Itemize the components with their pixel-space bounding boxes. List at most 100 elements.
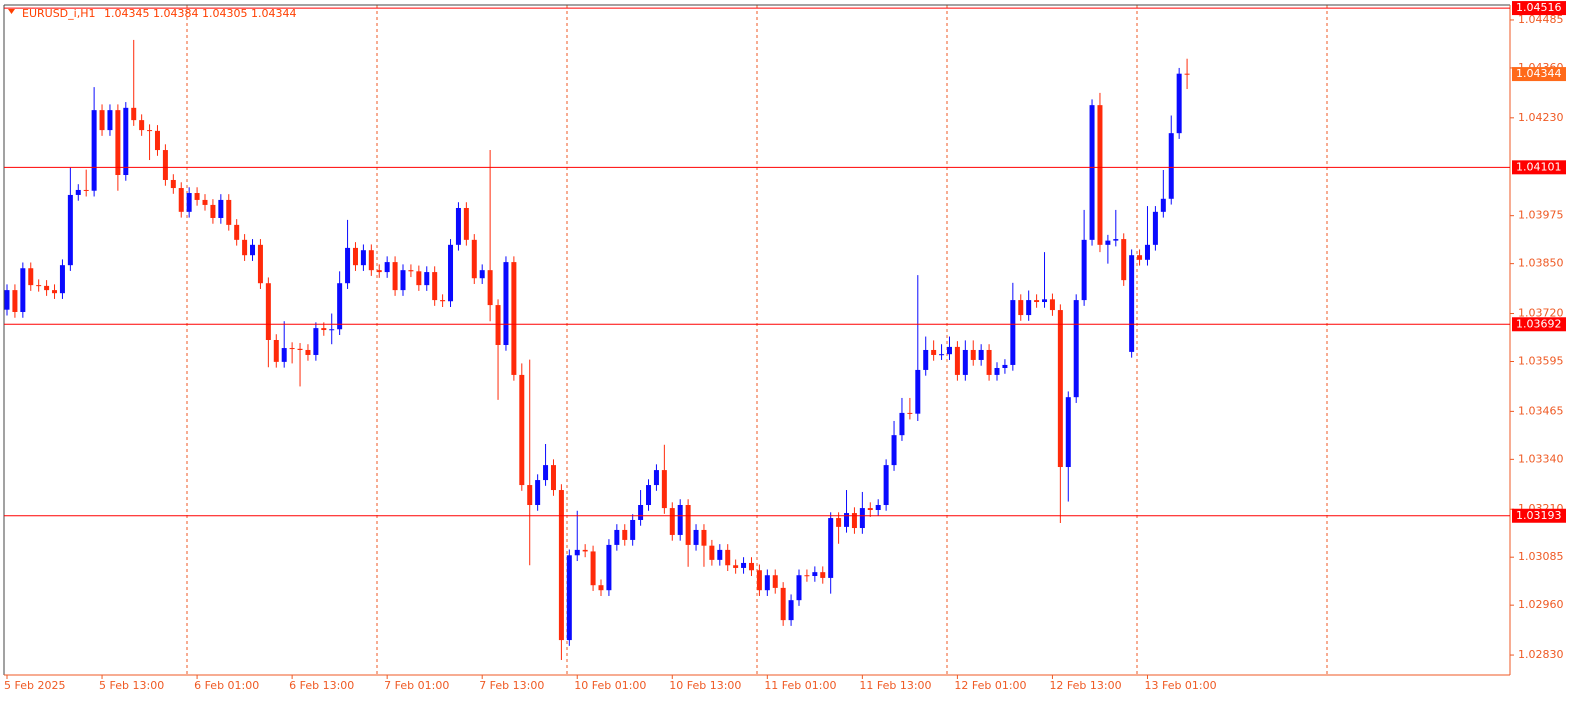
y-tick-label: 1.03720 [1518,307,1564,320]
candle-body [242,239,248,256]
candle-body [131,107,137,121]
x-tick-label: 13 Feb 01:00 [1144,679,1216,692]
candle-body [147,130,153,132]
x-tick-label: 7 Feb 01:00 [384,679,449,692]
candle-body [257,244,263,284]
candle-body [28,268,34,286]
candle-body [1018,300,1024,316]
candle-body [352,247,358,266]
candle-body [313,328,319,355]
candle-body [748,562,754,571]
candle-body [400,270,406,291]
candle-body [12,290,18,312]
candle-body [448,244,454,302]
hline-label: 1.04516 [1516,1,1562,14]
candle-body [289,348,295,350]
candle-body [1152,211,1158,245]
y-tick-label: 1.03085 [1518,550,1564,563]
candle-body [305,349,311,355]
candle-body [44,285,50,291]
candle-body [820,572,826,578]
candle-body [638,505,644,520]
candle-body [646,485,652,506]
candle-body [99,110,105,131]
candle-body [202,199,208,205]
candle-body [1065,397,1071,468]
hline-label: 1.03692 [1516,317,1562,330]
candle-body [1105,240,1111,245]
y-tick-label: 1.03975 [1518,209,1564,222]
candle-body [360,250,366,266]
candle-body [503,262,509,345]
x-tick-label: 6 Feb 13:00 [289,679,354,692]
candle-body [408,270,414,272]
candle-body [543,465,549,481]
y-tick-label: 1.03340 [1518,452,1564,465]
x-tick-label: 10 Feb 13:00 [669,679,741,692]
current-price-label: 1.04344 [1516,67,1562,80]
x-tick-label: 12 Feb 13:00 [1049,679,1121,692]
x-tick-label: 12 Feb 01:00 [954,679,1026,692]
candle-body [828,518,834,578]
candle-body [590,551,596,586]
candle-body [321,328,327,331]
candle-body [1168,133,1174,199]
candle-body [653,470,659,486]
candle-body [844,513,850,527]
candle-body [756,570,762,591]
candle-body [67,194,73,266]
candle-body [59,265,65,294]
hline-label: 1.03193 [1516,509,1562,522]
candle-body [154,130,160,151]
candle-body [978,349,984,360]
candle-body [519,374,525,486]
ohlc-open: 1.04345 [104,7,150,20]
x-tick-label: 6 Feb 01:00 [194,679,259,692]
candle-body [875,505,881,510]
candle-body [606,544,612,591]
candle-body [946,346,952,355]
candle-body [424,272,430,286]
candle-body [780,587,786,621]
candle-body [4,290,10,310]
candle-body [574,549,580,556]
y-tick-label: 1.04230 [1518,111,1564,124]
y-tick-label: 1.03850 [1518,257,1564,270]
candle-body [923,349,929,370]
hline-label: 1.04101 [1516,160,1562,173]
candle-body [859,508,865,529]
candle-body [75,189,81,195]
candle-body [669,508,675,535]
ohlc-low: 1.04305 [202,7,248,20]
candle-body [1089,105,1095,240]
candle-body [899,412,905,436]
candle-body [1049,299,1055,311]
candle-body [1081,239,1087,301]
price-box [1512,1,1566,16]
candle-body [788,600,794,621]
candle-body [91,110,97,191]
candle-body [1129,255,1135,352]
candle-body [598,585,604,591]
candle-body [1160,198,1166,212]
x-tick-label: 7 Feb 13:00 [479,679,544,692]
candle-body [265,283,271,340]
candle-body [661,470,667,509]
candle-body [186,193,192,212]
candle-body [1073,300,1079,398]
candle-body [764,575,770,591]
candle-body [630,519,636,540]
candle-body [178,188,184,212]
candle-body [954,346,960,375]
candle-body [376,270,382,273]
candle-body [622,529,628,540]
candle-body [1002,364,1008,369]
candle-body [463,207,469,240]
candle-body [281,348,287,362]
candle-body [511,262,517,375]
ohlc-high: 1.04384 [153,7,199,20]
candle-body [994,368,1000,375]
menu-triangle [8,9,15,14]
candle-body [432,272,438,301]
candle-body [836,518,842,527]
